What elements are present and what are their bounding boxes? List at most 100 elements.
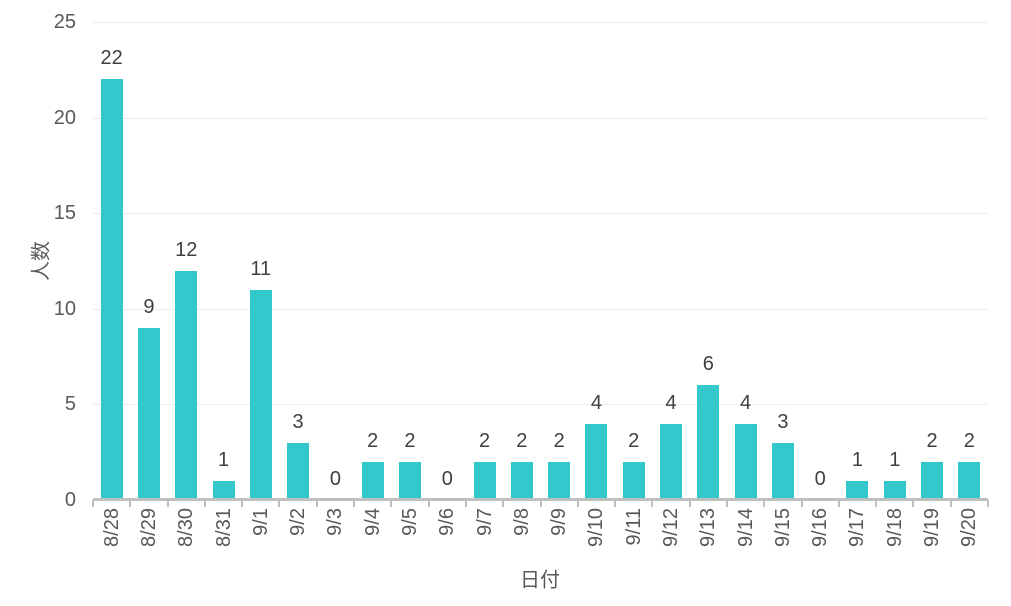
value-label: 3: [777, 410, 789, 433]
bar-slot: 2 9/9: [541, 22, 578, 536]
bar: [846, 480, 869, 500]
x-tick-label: 9/18: [883, 508, 906, 547]
x-tick-label: 9/10: [585, 508, 608, 547]
bar-slot: 1 9/17: [839, 22, 876, 547]
x-axis-line: [93, 498, 988, 501]
x-tick-mark: [502, 500, 505, 507]
y-tick-label: 20: [53, 106, 76, 129]
bar-slot: 0 9/6: [429, 22, 466, 536]
bar-slot: 2 9/20: [951, 22, 988, 547]
value-label: 3: [292, 410, 304, 433]
x-tick-mark: [427, 500, 430, 507]
value-label: 2: [516, 429, 528, 452]
bar-slot: 2 9/5: [391, 22, 428, 536]
plot-area: 22 8/28 9 8/29 12 8/30 1 8/31 11 9/1 3 9/2 0 9/3 2 9/4 2…: [92, 22, 989, 547]
value-label: 4: [740, 391, 752, 414]
x-tick-label: 8/30: [175, 508, 198, 547]
value-label: 2: [926, 429, 938, 452]
bar-slot: 3 9/15: [764, 22, 801, 547]
x-tick-label: 8/28: [100, 508, 123, 547]
bar: [473, 461, 496, 500]
x-tick-mark: [763, 500, 766, 507]
x-tick-mark: [278, 500, 281, 507]
value-label: 0: [441, 468, 453, 490]
x-tick-mark: [987, 500, 989, 507]
x-tick-mark: [390, 500, 393, 507]
x-tick-label: 9/20: [958, 508, 981, 547]
bar: [548, 461, 571, 500]
x-tick-mark: [949, 500, 952, 507]
x-tick-label: 9/3: [324, 508, 347, 536]
value-label: 2: [367, 429, 379, 452]
bar: [249, 289, 272, 500]
value-label: 2: [478, 429, 491, 452]
x-tick-label: 9/14: [734, 508, 757, 547]
y-tick-label: 15: [53, 202, 76, 225]
x-tick-label: 9/8: [510, 508, 533, 536]
bar-slot: 22 8/28: [93, 22, 130, 547]
x-tick-mark: [315, 500, 318, 507]
bar-slot: 2 9/11: [615, 22, 652, 545]
x-tick-label: 9/2: [287, 508, 310, 536]
x-tick-mark: [614, 500, 617, 507]
value-label: 2: [553, 429, 565, 452]
x-tick-mark: [651, 500, 654, 507]
x-tick-mark: [912, 500, 915, 507]
value-label: 0: [329, 468, 341, 490]
value-label: 4: [590, 391, 602, 414]
value-label: 2: [963, 429, 975, 452]
x-tick-mark: [464, 500, 467, 507]
x-tick-label: 9/19: [921, 508, 944, 547]
y-axis: 0 5 10 15 20 25: [0, 11, 76, 511]
x-tick-mark: [725, 500, 728, 507]
value-label: 9: [143, 295, 155, 318]
gridline: [93, 404, 988, 406]
value-label: 11: [250, 257, 272, 280]
x-tick-mark: [875, 500, 878, 507]
value-label: 6: [702, 353, 714, 376]
x-tick-mark: [241, 500, 244, 507]
bar: [734, 423, 757, 500]
bar: [361, 461, 384, 500]
bar: [287, 442, 310, 500]
bar: [585, 423, 608, 500]
bar-slot: 1 9/18: [876, 22, 913, 547]
bar-slot: 1 8/31: [205, 22, 242, 547]
x-tick-label: 9/1: [249, 508, 272, 536]
x-tick-label: 9/13: [697, 508, 720, 547]
bar-slot: 0 9/16: [802, 22, 839, 547]
bar: [958, 461, 981, 500]
x-tick-label: 9/4: [361, 508, 384, 536]
value-label: 1: [217, 448, 230, 471]
bar: [175, 270, 198, 500]
x-tick-mark: [203, 500, 206, 507]
x-tick-label: 9/7: [473, 508, 496, 536]
bar-slot: 9 8/29: [130, 22, 167, 547]
x-tick-mark: [539, 500, 542, 507]
x-tick-mark: [353, 500, 356, 507]
y-tick-label: 25: [53, 11, 76, 33]
bar-slot: 2 9/4: [354, 22, 391, 536]
bar: [100, 79, 123, 500]
value-label: 22: [100, 47, 123, 70]
bar-slot: 12 8/30: [168, 22, 205, 547]
value-label: 2: [404, 429, 416, 452]
bar: [771, 442, 794, 500]
y-tick-label: 5: [64, 393, 76, 416]
x-tick-label: 9/9: [548, 508, 571, 536]
bar-slot: 4 9/10: [578, 22, 615, 547]
bar: [622, 461, 645, 500]
bar: [697, 385, 720, 500]
x-tick-mark: [92, 500, 94, 507]
gridline: [93, 22, 988, 23]
x-tick-mark: [166, 500, 169, 507]
x-tick-mark: [129, 500, 132, 507]
gridline: [93, 117, 988, 119]
bar-slot: 3 9/2: [279, 22, 316, 536]
x-tick-label: 9/6: [436, 508, 459, 536]
x-tick-mark: [688, 500, 691, 507]
bar: [510, 461, 533, 500]
x-tick-label: 8/31: [212, 508, 235, 547]
y-tick-label: 10: [53, 297, 76, 320]
